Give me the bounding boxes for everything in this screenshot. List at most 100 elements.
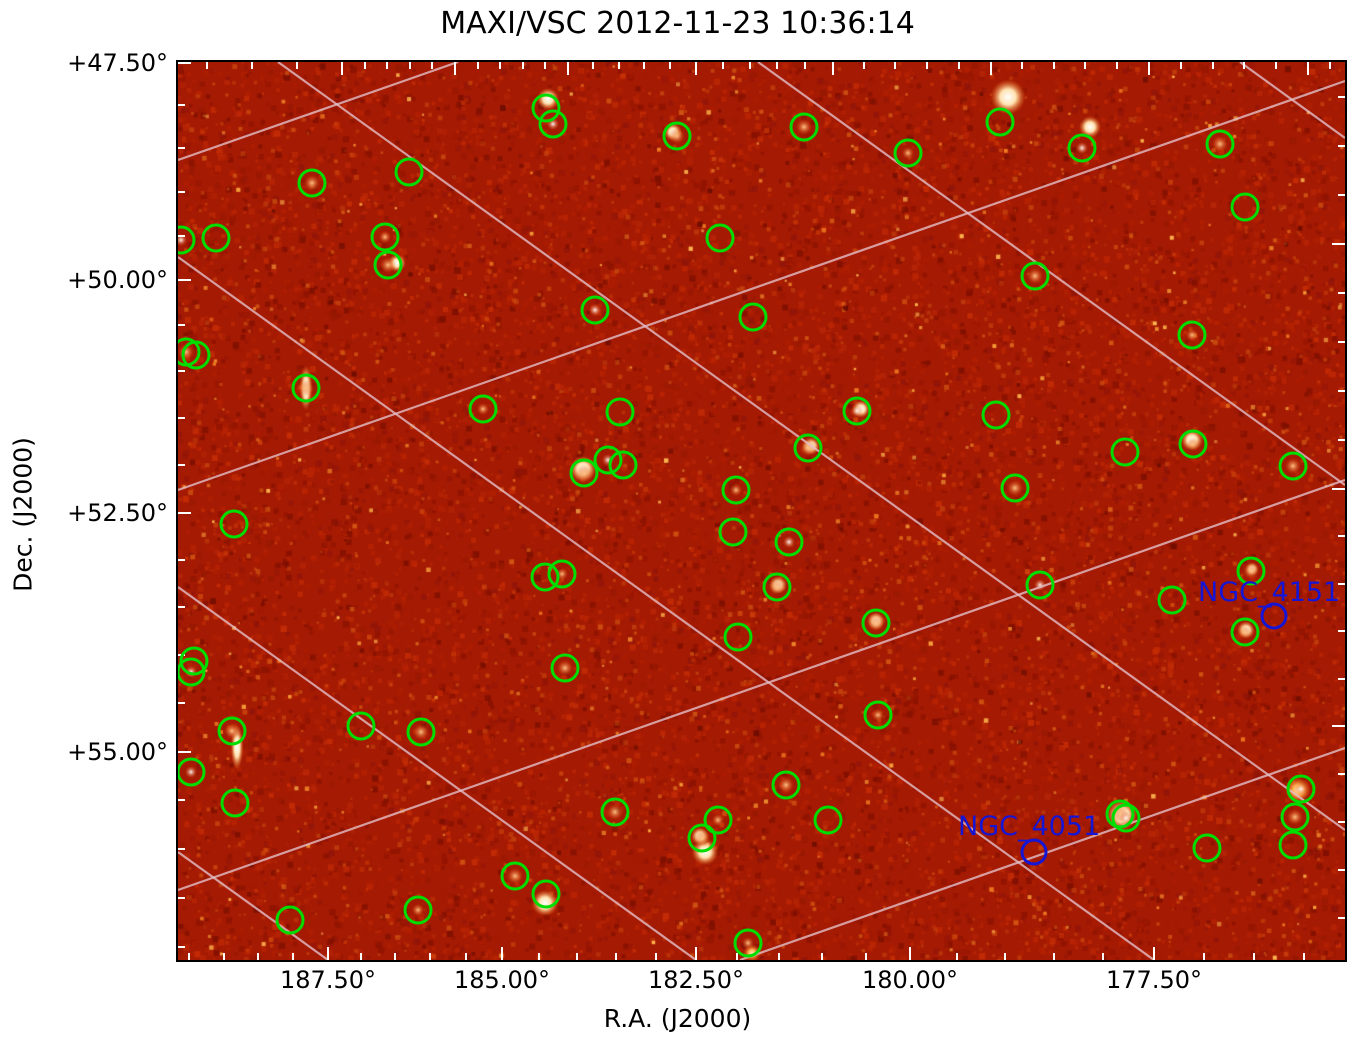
source-circle-39 [723, 622, 753, 652]
source-circle-15 [1230, 192, 1260, 222]
source-circle-58 [600, 797, 630, 827]
source-circle-14 [1205, 129, 1235, 159]
source-circle-45 [1157, 585, 1187, 615]
source-circle-5 [178, 225, 196, 255]
x-tick-label-3: 180.00° [862, 966, 958, 994]
source-circle-22 [291, 373, 321, 403]
catalog-label-NGC_4151: NGC_4151 [1198, 577, 1340, 608]
source-circle-31 [1178, 429, 1208, 459]
source-circle-64 [1105, 799, 1135, 829]
source-circle-71 [733, 928, 763, 958]
source-circle-62 [1280, 802, 1310, 832]
source-circle-33 [1110, 437, 1140, 467]
source-circle-63 [1278, 830, 1308, 860]
source-circle-67 [403, 895, 433, 925]
source-circle-17 [580, 295, 610, 325]
source-circle-25 [842, 396, 872, 426]
source-circle-50 [217, 716, 247, 746]
source-circle-48 [179, 646, 209, 676]
source-circle-30 [608, 450, 638, 480]
source-circle-32 [1278, 451, 1308, 481]
source-circle-42 [530, 562, 560, 592]
source-circle-24 [605, 397, 635, 427]
source-circle-7 [370, 222, 400, 252]
catalog-circle-NGC_4151 [1260, 602, 1288, 630]
catalog-circle-NGC_4051 [1020, 838, 1048, 866]
source-circle-53 [178, 757, 206, 787]
source-circle-19 [1177, 320, 1207, 350]
source-circle-10 [789, 112, 819, 142]
source-circle-51 [346, 711, 376, 741]
y-tick-label-1: +50.00° [67, 266, 168, 294]
x-tick-label-2: 182.50° [648, 966, 744, 994]
source-circle-0 [531, 93, 561, 123]
source-circle-57 [813, 805, 843, 835]
source-circle-69 [531, 879, 561, 909]
source-circle-36 [718, 517, 748, 547]
y-tick-label-3: +55.00° [67, 738, 168, 766]
x-axis-label: R.A. (J2000) [603, 1004, 752, 1033]
source-circle-26 [793, 433, 823, 463]
source-circle-56 [771, 770, 801, 800]
x-tick-label-1: 185.00° [454, 966, 550, 994]
source-circle-47 [1230, 617, 1260, 647]
source-circle-9 [705, 223, 735, 253]
source-circle-72 [219, 509, 249, 539]
source-circle-49 [178, 657, 206, 687]
catalog-label-NGC_4051: NGC_4051 [958, 811, 1100, 842]
source-circle-44 [550, 653, 580, 683]
source-circle-43 [547, 559, 577, 589]
source-circle-38 [762, 572, 792, 602]
source-circle-55 [863, 700, 893, 730]
source-circle-3 [394, 157, 424, 187]
plot-title: MAXI/VSC 2012-11-23 10:36:14 [440, 6, 915, 41]
source-circle-46 [1236, 556, 1266, 586]
graticule-line [178, 256, 1155, 960]
y-tick-label-0: +47.50° [67, 49, 168, 77]
source-circle-59 [703, 805, 733, 835]
source-circle-21 [181, 340, 211, 370]
graticule-line [277, 62, 1345, 831]
source-circle-41 [1025, 570, 1055, 600]
source-circle-2 [662, 121, 692, 151]
graticule-line [178, 79, 1345, 492]
source-circle-70 [687, 823, 717, 853]
source-circle-12 [985, 107, 1015, 137]
source-circle-60 [1192, 833, 1222, 863]
source-circle-68 [500, 861, 530, 891]
source-circle-40 [861, 608, 891, 638]
xray-noise-image [178, 62, 1345, 960]
x-tick-label-0: 187.50° [280, 966, 376, 994]
source-circle-18 [738, 302, 768, 332]
source-circle-29 [593, 445, 623, 475]
graticule-line [178, 851, 329, 960]
source-circle-37 [774, 527, 804, 557]
source-circle-28 [569, 458, 599, 488]
source-circle-27 [981, 400, 1011, 430]
plot-overlay: NGC_4151 NGC_4051 [178, 62, 1345, 960]
source-circle-61 [1286, 774, 1316, 804]
source-circle-4 [297, 168, 327, 198]
source-circle-54 [220, 788, 250, 818]
source-circle-6 [201, 223, 231, 253]
source-circle-8 [373, 250, 403, 280]
x-tick-label-4: 177.50° [1106, 966, 1202, 994]
graticule-line [178, 478, 1345, 892]
source-circle-1 [538, 109, 568, 139]
source-circle-34 [1000, 473, 1030, 503]
source-circle-65 [1111, 803, 1141, 833]
source-circle-66 [275, 905, 305, 935]
graticule-line [1239, 62, 1345, 139]
source-circle-35 [721, 475, 751, 505]
source-circle-52 [406, 717, 436, 747]
source-circle-13 [1067, 133, 1097, 163]
graticule-line [178, 586, 697, 960]
source-circle-23 [468, 394, 498, 424]
graticule-line [739, 746, 1345, 960]
y-tick-label-2: +52.50° [67, 499, 168, 527]
graticule-line [178, 62, 459, 162]
y-axis-label: Dec. (J2000) [8, 437, 38, 592]
source-circle-16 [1020, 261, 1050, 291]
sky-image-plot: NGC_4151 NGC_4051 [176, 60, 1347, 962]
